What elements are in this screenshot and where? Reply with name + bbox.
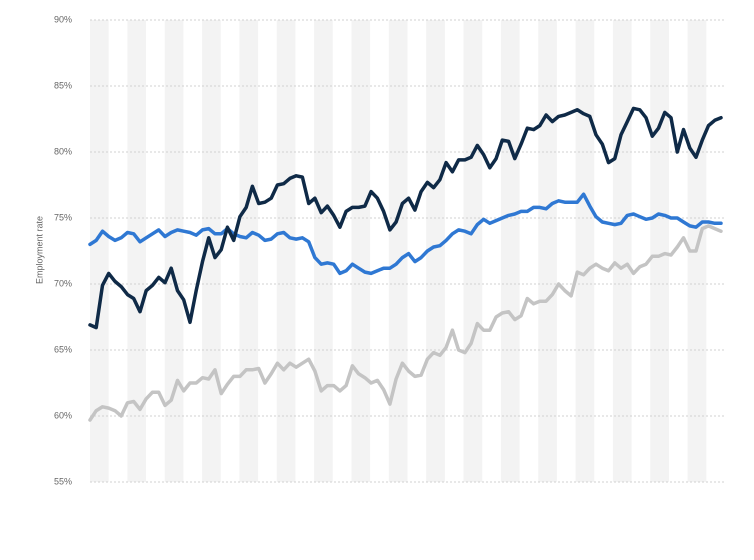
- band: [351, 20, 371, 482]
- band: [538, 20, 557, 482]
- y-tick-label: 90%: [54, 14, 72, 24]
- band: [239, 20, 259, 482]
- band: [575, 20, 595, 482]
- band: [612, 20, 632, 482]
- y-tick-label: 55%: [54, 476, 72, 486]
- band: [314, 20, 333, 482]
- y-tick-label: 65%: [54, 344, 72, 354]
- y-tick-label: 60%: [54, 410, 72, 420]
- band: [500, 20, 520, 482]
- y-axis-title: Employment rate: [34, 216, 44, 284]
- series-line: [88, 192, 723, 276]
- series-line: [88, 106, 723, 330]
- band: [426, 20, 445, 482]
- band: [388, 20, 408, 482]
- y-tick-label: 75%: [54, 212, 72, 222]
- band: [127, 20, 147, 482]
- band: [90, 20, 109, 482]
- band: [164, 20, 184, 482]
- band: [276, 20, 296, 482]
- y-tick-label: 70%: [54, 278, 72, 288]
- band: [650, 20, 669, 482]
- series-line: [88, 224, 723, 422]
- band: [463, 20, 483, 482]
- y-tick-label: 85%: [54, 80, 72, 90]
- y-tick-label: 80%: [54, 146, 72, 156]
- background-bands: [90, 20, 707, 482]
